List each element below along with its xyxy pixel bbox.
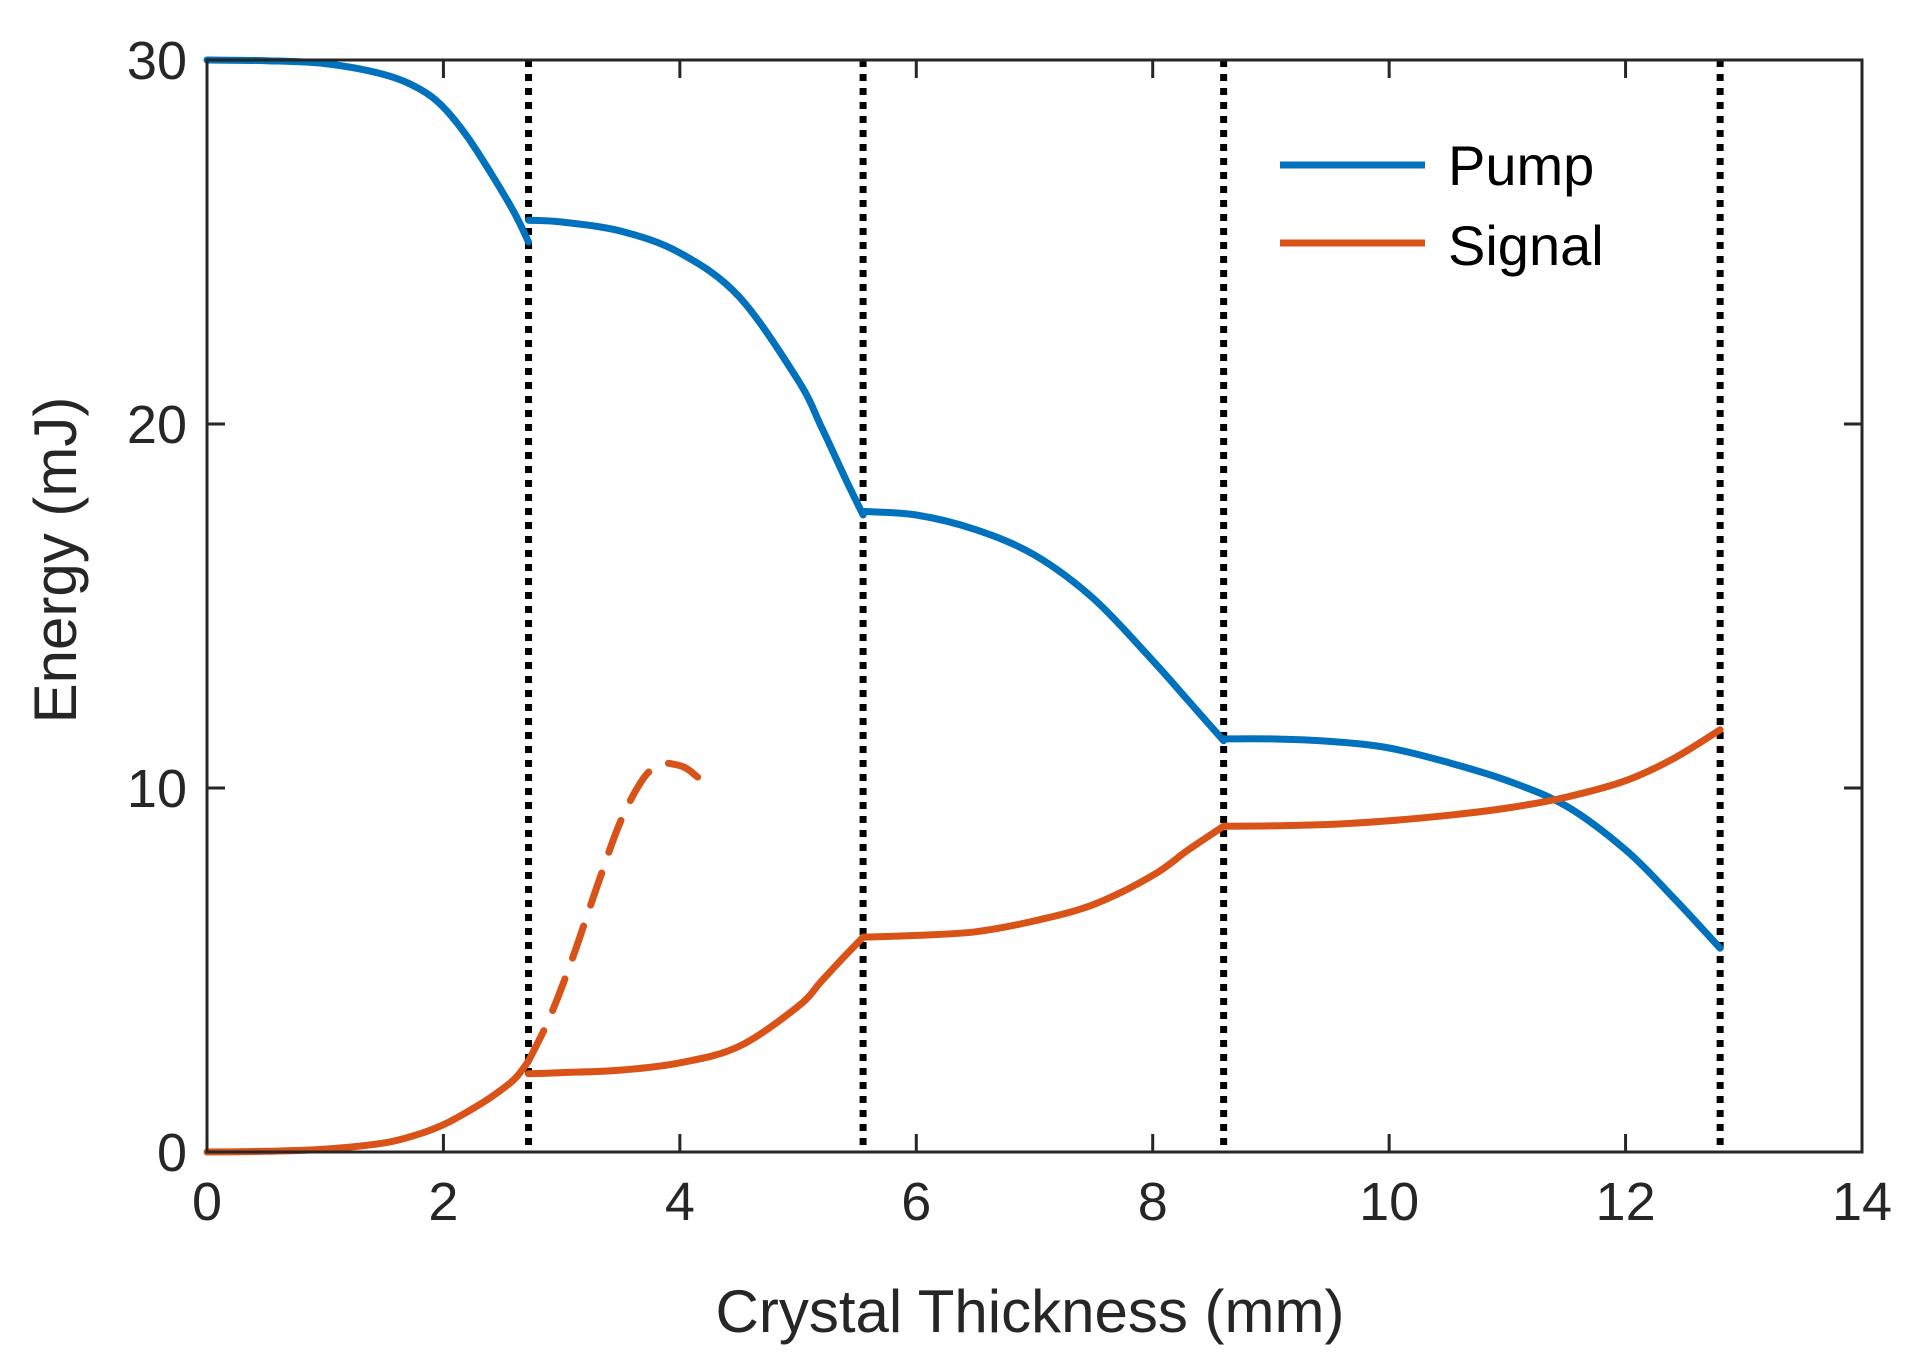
x-tick-label: 8 xyxy=(1138,1172,1168,1232)
x-tick-label: 6 xyxy=(901,1172,931,1232)
legend-signal-label: Signal xyxy=(1448,214,1604,277)
axes-frame xyxy=(205,58,1864,1154)
x-tick-labels: 0 2 4 6 8 10 12 14 xyxy=(192,1172,1892,1232)
signal-line xyxy=(1220,726,1724,830)
y-tick-label: 20 xyxy=(127,395,187,455)
pump-line xyxy=(1220,735,1724,952)
y-tick-label: 0 xyxy=(157,1123,187,1183)
legend: Pump Signal xyxy=(1280,134,1604,277)
x-tick-label: 4 xyxy=(665,1172,695,1232)
pump-line xyxy=(525,216,867,519)
signal-line xyxy=(525,933,867,1078)
y-axis-title: Energy (mJ) xyxy=(22,397,89,724)
x-tick-label: 10 xyxy=(1359,1172,1419,1232)
signal-line xyxy=(859,822,1228,941)
pump-line xyxy=(203,56,532,246)
y-tick-label: 30 xyxy=(127,31,187,91)
y-tick-labels: 0 10 20 30 xyxy=(127,31,187,1183)
x-axis-title: Crystal Thickness (mm) xyxy=(716,1278,1345,1345)
x-tick-label: 2 xyxy=(428,1172,458,1232)
x-tick-label: 14 xyxy=(1832,1172,1892,1232)
y-tick-label: 10 xyxy=(127,759,187,819)
legend-pump-label: Pump xyxy=(1448,134,1594,197)
x-tick-label: 12 xyxy=(1596,1172,1656,1232)
pump-line xyxy=(859,507,1228,745)
x-tick-label: 0 xyxy=(192,1172,222,1232)
signal-dashed-line xyxy=(525,759,702,1065)
axis-ticks xyxy=(205,58,1864,1154)
